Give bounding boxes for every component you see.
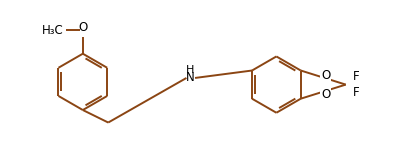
- Text: O: O: [78, 21, 87, 34]
- Text: H₃C: H₃C: [42, 24, 64, 37]
- Text: F: F: [353, 70, 359, 83]
- Text: O: O: [321, 88, 330, 101]
- Text: N: N: [186, 71, 195, 85]
- Text: F: F: [353, 86, 359, 99]
- Text: H: H: [186, 65, 194, 75]
- Text: O: O: [321, 69, 330, 82]
